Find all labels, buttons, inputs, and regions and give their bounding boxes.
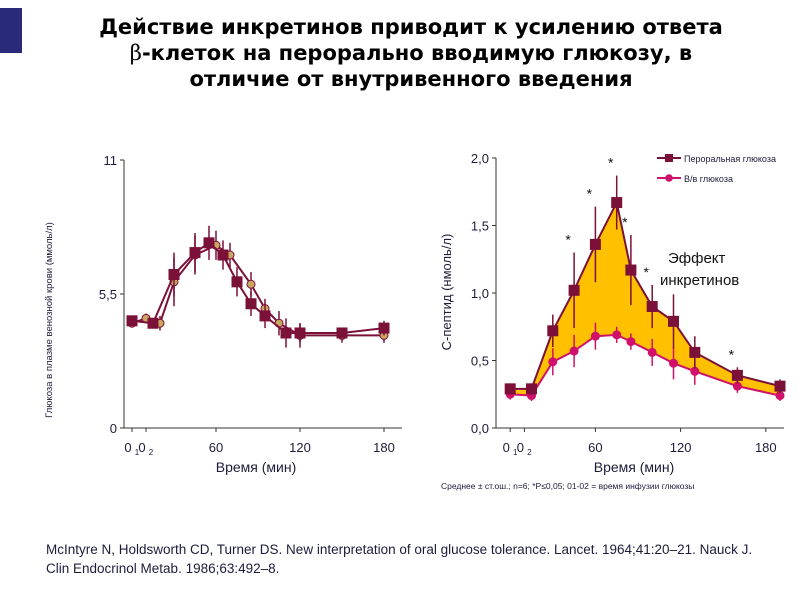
title-line-2-rest: -клеток на перорально вводимую глюкозу, … (141, 41, 693, 65)
x-axis-label: Время (мин) (216, 459, 297, 475)
significance-star: * (729, 346, 735, 362)
y-tick-label: 0 (110, 421, 117, 436)
title-line-2: β-клеток на перорально вводимую глюкозу,… (28, 40, 794, 66)
oral-series-point (203, 237, 215, 249)
x-tick-subscript: 2 (149, 448, 154, 457)
oral-series-point (217, 249, 229, 261)
beta-symbol: β (129, 41, 142, 65)
oral-series-point (245, 298, 257, 310)
x-tick-label: 0 (138, 440, 145, 455)
y-tick-label: 0,5 (471, 354, 489, 369)
oral-series-point (568, 284, 580, 296)
x-tick-label: 0 (124, 440, 131, 455)
iv-series-line (510, 333, 781, 397)
oral-series-point (231, 276, 243, 288)
title-line-3: отличие от внутривенного введения (189, 67, 633, 91)
oral-series-point (526, 383, 537, 395)
y-axis-label: С-пептид (нмоль/л) (439, 234, 454, 351)
y-tick-label: 1,0 (471, 286, 489, 301)
significance-star: * (587, 186, 593, 202)
iv-series-point (612, 330, 622, 340)
oral-series-point (504, 383, 516, 395)
oral-series-point (689, 346, 701, 358)
annotation-line-2: инкретинов (660, 272, 739, 289)
x-tick-label: 120 (670, 440, 692, 455)
iv-series-point (626, 337, 636, 347)
oral-series-line (510, 199, 781, 390)
title-accent-bar (0, 8, 22, 53)
legend-oral-label: Пероральная глюкоза (684, 154, 776, 164)
oral-series-point (668, 315, 679, 327)
x-tick-label: 120 (289, 440, 311, 455)
y-tick-label: 5,5 (99, 287, 117, 302)
x-tick-subscript: 1 (135, 448, 140, 457)
annotation-line-1: Эффект (668, 250, 726, 267)
incretin-effect-area (510, 202, 780, 396)
slide-title: Действие инкретинов приводит к усилению … (28, 14, 794, 92)
y-tick-label: 11 (104, 153, 118, 168)
significance-star: * (608, 155, 614, 171)
oral-series-point (280, 327, 292, 339)
iv-series-point (569, 346, 579, 356)
x-tick-label: 60 (209, 440, 223, 455)
y-axis-label: Глюкоза в плазме венозной крови (ммоль/л… (44, 222, 55, 418)
footnote: Среднее ± ст.ош.; n=6; *P≤0,05; 01-02 = … (441, 481, 695, 491)
iv-series-point (647, 347, 657, 357)
oral-series-point (774, 380, 786, 392)
citation: McIntyre N, Holdsworth CD, Turner DS. Ne… (46, 542, 753, 576)
legend: Пероральная глюкоза В/в глюкоза (657, 154, 776, 184)
oral-series-point (731, 369, 743, 381)
x-tick-label: 180 (755, 440, 777, 455)
iv-series-point (246, 279, 256, 289)
x-axis-label: Время (мин) (594, 459, 675, 475)
iv-series-point (669, 358, 678, 368)
oral-series-point (126, 315, 138, 327)
oral-series-point (294, 327, 306, 339)
title-line-1: Действие инкретинов приводит к усилению … (99, 15, 723, 39)
oral-series-point (147, 317, 159, 329)
x-tick-subscript: 1 (513, 448, 518, 457)
oral-series-point (611, 197, 623, 209)
significance-star: * (622, 214, 628, 230)
oral-series-point (625, 264, 637, 276)
y-tick-label: 1,5 (471, 219, 489, 234)
legend-oral-marker (665, 154, 673, 162)
legend-iv-marker (665, 174, 673, 182)
oral-series-point (547, 325, 559, 337)
incretin-effect-annotation: Эффект инкретинов (660, 250, 739, 289)
oral-series-point (189, 247, 201, 259)
iv-series-point (548, 357, 558, 367)
significance-star: * (643, 264, 649, 280)
oral-series-point (336, 327, 348, 339)
iv-series-line (131, 244, 384, 337)
legend-iv-label: В/в глюкоза (684, 174, 733, 184)
significance-star: * (565, 232, 571, 248)
iv-series-point (590, 331, 600, 341)
oral-series-point (646, 301, 658, 312)
x-tick-label: 0 (503, 440, 510, 455)
x-tick-label: 60 (588, 440, 602, 455)
oral-series-point (378, 322, 390, 334)
x-tick-label: 0 (517, 440, 524, 455)
oral-series-point (168, 269, 180, 281)
oral-series-point (259, 310, 271, 322)
x-tick-subscript: 2 (527, 448, 532, 457)
y-tick-label: 2,0 (471, 151, 489, 166)
oral-series-line (131, 241, 385, 334)
x-tick-label: 180 (373, 440, 395, 455)
oral-series-point (589, 238, 601, 250)
y-tick-label: 0,0 (471, 421, 489, 436)
